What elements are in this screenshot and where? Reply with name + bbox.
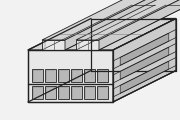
Polygon shape (71, 85, 82, 99)
Polygon shape (99, 0, 180, 50)
Polygon shape (76, 40, 99, 50)
Polygon shape (44, 85, 55, 99)
Polygon shape (84, 69, 95, 81)
Polygon shape (65, 0, 155, 50)
Polygon shape (96, 69, 107, 81)
Polygon shape (120, 47, 169, 79)
Polygon shape (71, 69, 82, 81)
Polygon shape (42, 40, 65, 50)
Polygon shape (120, 61, 169, 93)
Polygon shape (96, 85, 107, 99)
Polygon shape (84, 85, 95, 99)
Polygon shape (42, 0, 155, 40)
Polygon shape (31, 85, 42, 99)
Polygon shape (44, 69, 55, 81)
Polygon shape (57, 69, 69, 81)
Polygon shape (113, 18, 176, 102)
Polygon shape (76, 0, 180, 40)
Polygon shape (28, 50, 113, 102)
Polygon shape (31, 69, 42, 81)
Polygon shape (120, 33, 169, 65)
Polygon shape (28, 18, 176, 50)
Polygon shape (57, 85, 69, 99)
